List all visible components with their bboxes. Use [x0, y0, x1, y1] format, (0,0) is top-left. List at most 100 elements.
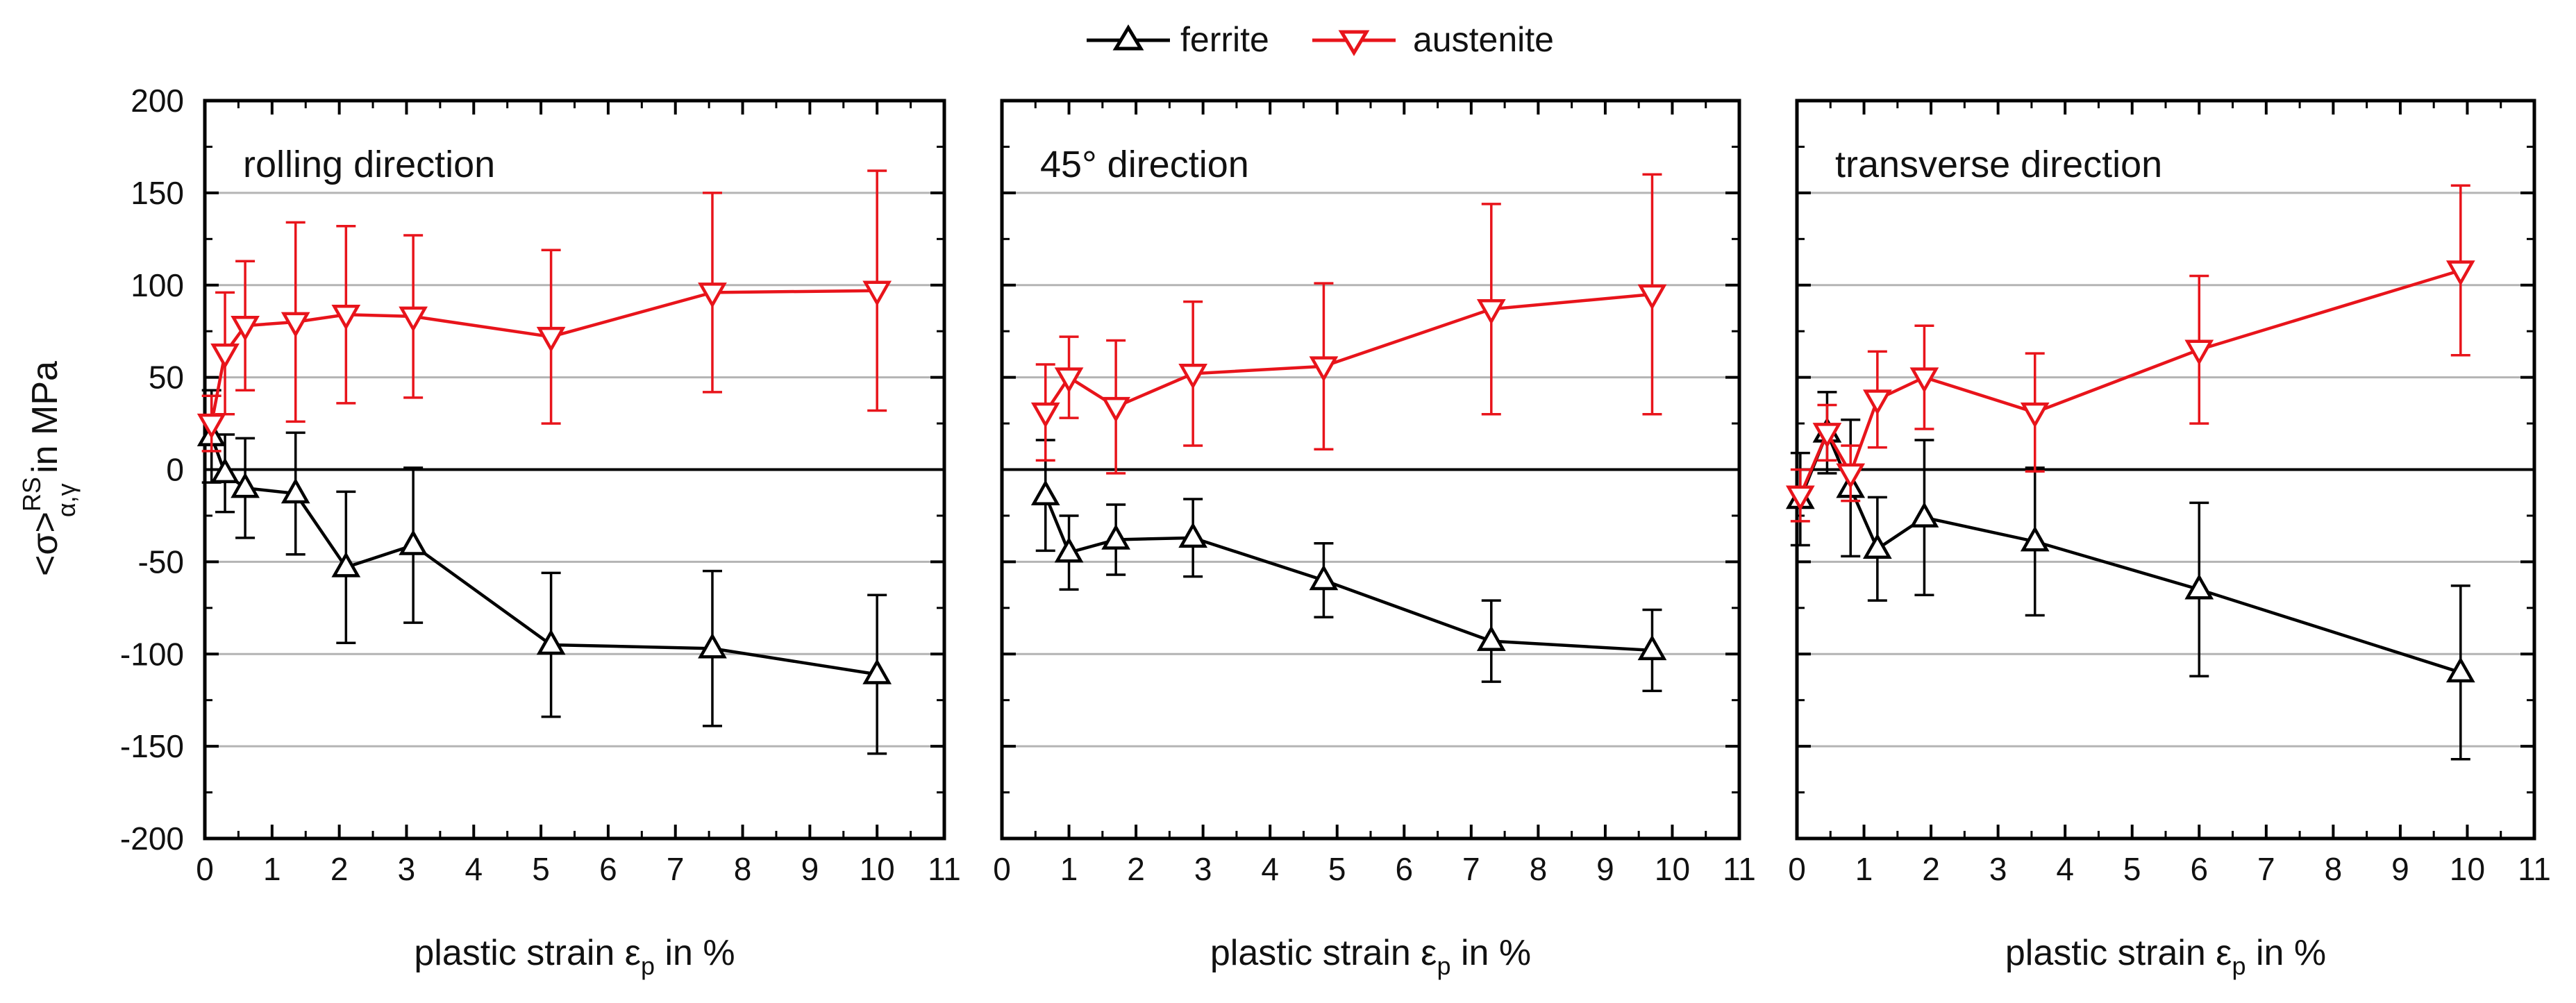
x-tick-label: 9 — [801, 851, 819, 887]
ferrite-point — [2020, 525, 2050, 552]
austenite-point — [1309, 356, 1339, 382]
x-tick-label: 9 — [2391, 851, 2409, 887]
ferrite-point — [210, 457, 240, 484]
legend-austenite-marker — [1338, 30, 1370, 56]
ferrite-point — [698, 632, 727, 659]
austenite-point — [1637, 284, 1667, 310]
x-tick-label: 2 — [331, 851, 349, 887]
x-tick-label: 4 — [465, 851, 483, 887]
ferrite-point — [331, 551, 361, 578]
austenite-point — [281, 312, 310, 338]
y-tick-label: 100 — [131, 267, 184, 303]
x-tick-label: 2 — [1127, 851, 1145, 887]
x-tick-label: 5 — [2123, 851, 2141, 887]
x-tick-label: 1 — [1855, 851, 1873, 887]
ferrite-point — [2445, 657, 2475, 683]
x-axis-title-prefix: plastic strain ε — [1210, 933, 1437, 973]
x-axis-title-suffix: in % — [1451, 933, 1532, 973]
y-axis-title-prefix: <σ> — [25, 512, 65, 576]
x-tick-label: 3 — [398, 851, 416, 887]
austenite-line — [1044, 292, 1653, 414]
panel-transverse-direction: 0 1 2 3 4 5 6 7 8 9 10 11 transverse direction plasti… — [1785, 99, 2551, 980]
austenite-point — [2445, 260, 2475, 287]
x-tick-label: 8 — [734, 851, 752, 887]
austenite-point — [210, 343, 240, 369]
austenite-point — [1054, 367, 1084, 394]
x-axis-title: plastic strain εp in % — [414, 933, 735, 980]
x-tick-label: 8 — [1530, 851, 1548, 887]
x-tick-label: 9 — [1596, 851, 1614, 887]
x-tick-label: 7 — [2257, 851, 2275, 887]
x-axis-title-suffix: in % — [655, 933, 735, 973]
ferrite-point — [231, 472, 260, 498]
ferrite-point — [2184, 573, 2214, 600]
ferrite-point — [1054, 537, 1084, 563]
austenite-point — [1030, 402, 1060, 428]
ferrite-line — [210, 435, 878, 676]
austenite-point — [331, 305, 361, 330]
y-tick-label: 150 — [131, 175, 184, 211]
ferrite-point — [1101, 523, 1130, 550]
austenite-point — [2020, 402, 2050, 428]
x-tick-label: 11 — [2518, 851, 2551, 887]
panel-title: 45° direction — [1040, 144, 1249, 185]
x-tick-label: 0 — [196, 851, 214, 887]
y-tick-label: 200 — [131, 83, 184, 119]
x-axis-title-sub: p — [2232, 952, 2245, 980]
panel-title: rolling direction — [243, 144, 495, 185]
x-tick-label: 1 — [263, 851, 281, 887]
ferrite-point — [1862, 533, 1892, 559]
x-axis-title: plastic strain εp in % — [1210, 933, 1531, 980]
x-tick-label: 6 — [2190, 851, 2208, 887]
series-austenite — [1030, 173, 1667, 475]
y-axis-title-sup: RS — [17, 477, 46, 512]
ferrite-point — [1476, 625, 1506, 651]
austenite-line — [1798, 269, 2461, 496]
austenite-point — [1909, 367, 1939, 394]
austenite-point — [1836, 463, 1866, 489]
austenite-point — [1101, 396, 1130, 423]
x-axis-title: plastic strain εp in % — [2005, 933, 2326, 980]
x-tick-label: 10 — [860, 851, 895, 887]
austenite-point — [536, 326, 566, 353]
legend: ferrite austenite — [1087, 20, 1554, 59]
austenite-point — [1862, 389, 1892, 416]
x-tick-label: 3 — [1194, 851, 1212, 887]
series-ferrite — [1030, 439, 1667, 693]
legend-ferrite-label: ferrite — [1180, 20, 1269, 59]
legend-austenite-label: austenite — [1413, 20, 1554, 59]
x-tick-label: 2 — [1922, 851, 1940, 887]
y-tick-label: -100 — [120, 636, 184, 672]
x-tick-label: 1 — [1060, 851, 1078, 887]
austenite-point — [698, 283, 727, 308]
panel-45-direction: 0 1 2 3 4 5 6 7 8 9 10 11 45° direction plastic strai… — [993, 99, 1756, 980]
ferrite-point — [399, 529, 428, 555]
series-ferrite — [196, 389, 892, 755]
ferrite-point — [536, 629, 566, 655]
y-tick-label: -200 — [120, 820, 184, 857]
x-tick-label: 4 — [1261, 851, 1279, 887]
panel-title: transverse direction — [1835, 144, 2162, 185]
ferrite-point — [862, 658, 892, 684]
x-tick-label: 3 — [1989, 851, 2007, 887]
series-austenite — [1785, 184, 2475, 523]
ferrite-point — [1637, 634, 1667, 661]
austenite-line — [210, 289, 878, 424]
y-axis-title-suffix: in MPa — [25, 361, 65, 483]
ferrite-point — [1030, 480, 1060, 505]
y-axis-title-sub: α,γ — [52, 483, 81, 517]
austenite-point — [196, 413, 226, 439]
ferrite-point — [281, 478, 310, 504]
x-tick-label: 7 — [667, 851, 685, 887]
x-tick-label: 10 — [2450, 851, 2485, 887]
x-tick-label: 6 — [1395, 851, 1413, 887]
x-tick-label: 11 — [1723, 851, 1756, 887]
ferrite-line — [1044, 494, 1653, 652]
y-axis-title-text: <σ>RS α,γ in MPa — [17, 361, 81, 576]
x-tick-label: 10 — [1655, 851, 1690, 887]
austenite-point — [231, 315, 260, 342]
austenite-point — [1476, 299, 1506, 325]
austenite-point — [1178, 364, 1208, 389]
